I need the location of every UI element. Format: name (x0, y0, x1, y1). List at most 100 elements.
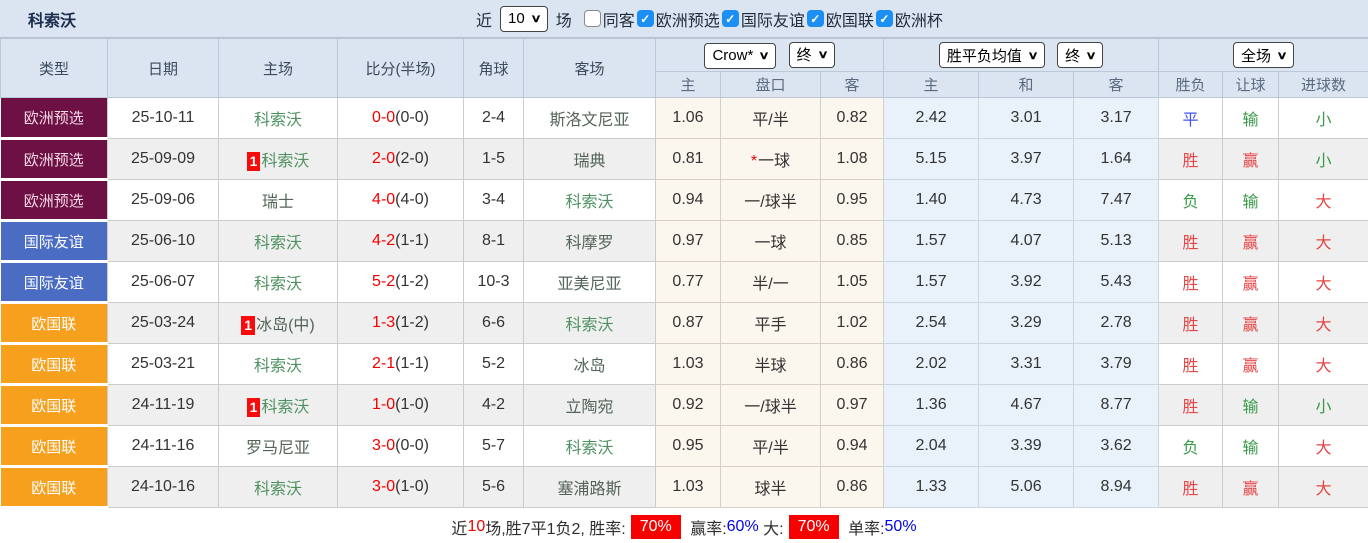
match-count-value: 10 (508, 10, 525, 27)
handicap-cell: 一/球半 (720, 384, 821, 426)
half-time-score: (0-0) (395, 109, 429, 126)
avg-home-cell: 1.33 (883, 466, 980, 508)
match-type-badge: 欧洲预选 (0, 97, 108, 140)
filter-checkbox-label: 欧国联 (825, 12, 874, 30)
match-type-badge: 欧洲预选 (0, 138, 108, 181)
odds-home-cell: 0.94 (655, 179, 721, 221)
col-header-corners: 角球 (463, 38, 524, 98)
home-team: 瑞士 (218, 179, 338, 221)
scope-select[interactable]: 全场 ∨ (1233, 42, 1295, 68)
handicap-cell: 球半 (720, 466, 821, 508)
half-time-score: (4-0) (395, 191, 429, 208)
near-label: 近 (476, 12, 493, 30)
avg-type-value: 胜平负均值 (946, 47, 1022, 65)
away-team: 塞浦路斯 (523, 466, 656, 508)
handicap-cell: 平手 (720, 302, 821, 344)
chevron-down-icon: ∨ (1085, 49, 1097, 62)
result-goals-cell: 小 (1278, 384, 1368, 426)
half-time-score: (1-0) (395, 478, 429, 495)
half-time-score: (0-0) (395, 437, 429, 454)
filter-checkbox-label: 欧洲预选 (655, 12, 720, 30)
result-wdl-cell: 负 (1158, 179, 1224, 221)
avg-time-select[interactable]: 终 ∨ (1057, 42, 1104, 68)
odds-home-cell: 0.77 (655, 261, 721, 303)
half-time-score: (1-1) (395, 355, 429, 372)
checkbox-checked-icon[interactable]: ✓ (636, 10, 654, 27)
avg-home-cell: 2.02 (883, 343, 980, 385)
odds-time-select[interactable]: 终 ∨ (788, 41, 835, 68)
checkbox-checked-icon[interactable]: ✓ (806, 10, 824, 27)
full-time-score: 5-2 (372, 273, 396, 290)
checkbox-unchecked-icon[interactable] (583, 10, 601, 27)
chevron-down-icon: ∨ (758, 50, 770, 62)
away-team-name: 科摩罗 (565, 235, 614, 252)
corners-cell: 10-3 (463, 261, 524, 303)
home-team-name: 瑞士 (261, 194, 294, 211)
home-team-name: 科索沃 (253, 235, 302, 252)
avg-draw-cell: 3.92 (978, 261, 1075, 303)
filter-checkbox-欧国联[interactable]: ✓ 欧国联 (806, 7, 874, 31)
away-team: 瑞典 (523, 138, 656, 180)
avg-type-select[interactable]: 胜平负均值 ∨ (938, 42, 1045, 68)
avg-away-cell: 8.77 (1073, 384, 1160, 426)
avg-away-cell: 1.64 (1073, 138, 1160, 180)
table-row: 欧洲预选 25-09-06 瑞士 4-0(4-0) 3-4 科索沃 0.94 一/球半 0.95… (0, 179, 1368, 222)
result-wdl-cell: 胜 (1158, 384, 1224, 426)
odds-company-select[interactable]: Crow* ∨ (704, 42, 777, 69)
checkbox-checked-icon[interactable]: ✓ (875, 10, 893, 27)
avg-draw-cell: 3.39 (978, 425, 1075, 467)
home-team: 罗马尼亚 (218, 425, 338, 467)
home-team: 1 科索沃 (218, 384, 338, 426)
rank-badge: 1 (246, 152, 261, 171)
odds-time-value: 终 (796, 47, 812, 64)
match-type-badge: 欧国联 (0, 466, 108, 509)
avg-draw-cell: 4.67 (978, 384, 1075, 426)
result-wdl-cell: 胜 (1158, 343, 1224, 385)
filter-checkbox-同客[interactable]: 同客 (583, 7, 635, 31)
corners-cell: 5-6 (463, 466, 524, 508)
corners-cell: 8-1 (463, 220, 524, 262)
home-team: 科索沃 (218, 220, 338, 262)
checkbox-checked-icon[interactable]: ✓ (721, 10, 739, 27)
home-team-name: 冰岛(中) (256, 317, 315, 334)
match-date: 24-11-16 (107, 425, 219, 467)
result-handicap-cell: 输 (1222, 97, 1280, 139)
sub-header-avg-draw: 和 (978, 71, 1075, 98)
full-time-score: 0-0 (372, 109, 396, 126)
score-cell: 4-2(1-1) (337, 220, 464, 262)
result-wdl-cell: 胜 (1158, 302, 1224, 344)
corners-cell: 1-5 (463, 138, 524, 180)
summary-text: 60% (726, 518, 759, 535)
away-team-name: 塞浦路斯 (557, 481, 622, 498)
half-time-score: (1-0) (395, 396, 429, 413)
result-goals-cell: 小 (1278, 97, 1368, 139)
filter-checkbox-欧洲预选[interactable]: ✓ 欧洲预选 (636, 7, 720, 31)
odds-away-cell: 1.08 (819, 138, 885, 180)
rank-badge: 1 (246, 398, 261, 417)
filter-checkboxes: 同客 ✓ 欧洲预选 ✓ 国际友谊 ✓ 欧国联 ✓ 欧洲杯 (574, 7, 945, 31)
col-header-type: 类型 (0, 38, 108, 98)
home-team-name: 科索沃 (253, 481, 302, 498)
match-date: 25-06-10 (107, 220, 219, 262)
result-handicap-cell: 赢 (1222, 302, 1280, 344)
score-cell: 1-0(1-0) (337, 384, 464, 426)
filter-checkbox-欧洲杯[interactable]: ✓ 欧洲杯 (875, 7, 943, 31)
filter-checkbox-label: 同客 (602, 12, 635, 30)
away-team: 立陶宛 (523, 384, 656, 426)
match-type-badge: 国际友谊 (0, 220, 108, 263)
sub-header-odds-away: 客 (819, 71, 885, 98)
handicap-cell: 一/球半 (720, 179, 821, 221)
home-team-name: 科索沃 (253, 358, 302, 375)
avg-home-cell: 1.57 (883, 261, 980, 303)
match-count-select[interactable]: 10 ∨ (500, 5, 548, 32)
filter-checkbox-国际友谊[interactable]: ✓ 国际友谊 (721, 7, 805, 31)
odds-header-group: Crow* ∨ 终 ∨ (654, 38, 885, 72)
avg-header-group: 胜平负均值 ∨ 终 ∨ (883, 38, 1160, 72)
table-row: 欧洲预选 25-10-11 科索沃 0-0(0-0) 2-4 斯洛文尼亚 1.06 平/半 0.… (0, 97, 1368, 140)
top-filter-bar: 科索沃 近 10 ∨ 场 同客 ✓ 欧洲预选 ✓ 国际友谊 ✓ 欧国联 ✓ 欧洲杯 (0, 0, 1368, 38)
away-team: 科索沃 (523, 179, 656, 221)
col-header-date: 日期 (107, 38, 219, 98)
corners-cell: 3-4 (463, 179, 524, 221)
handicap-cell: 平/半 (720, 425, 821, 467)
home-team: 科索沃 (218, 343, 338, 385)
